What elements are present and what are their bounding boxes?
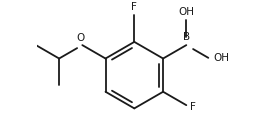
- Text: OH: OH: [213, 53, 229, 63]
- Text: O: O: [76, 33, 84, 43]
- Text: F: F: [131, 2, 137, 12]
- Text: OH: OH: [178, 7, 194, 17]
- Text: F: F: [190, 102, 196, 112]
- Text: B: B: [183, 32, 190, 42]
